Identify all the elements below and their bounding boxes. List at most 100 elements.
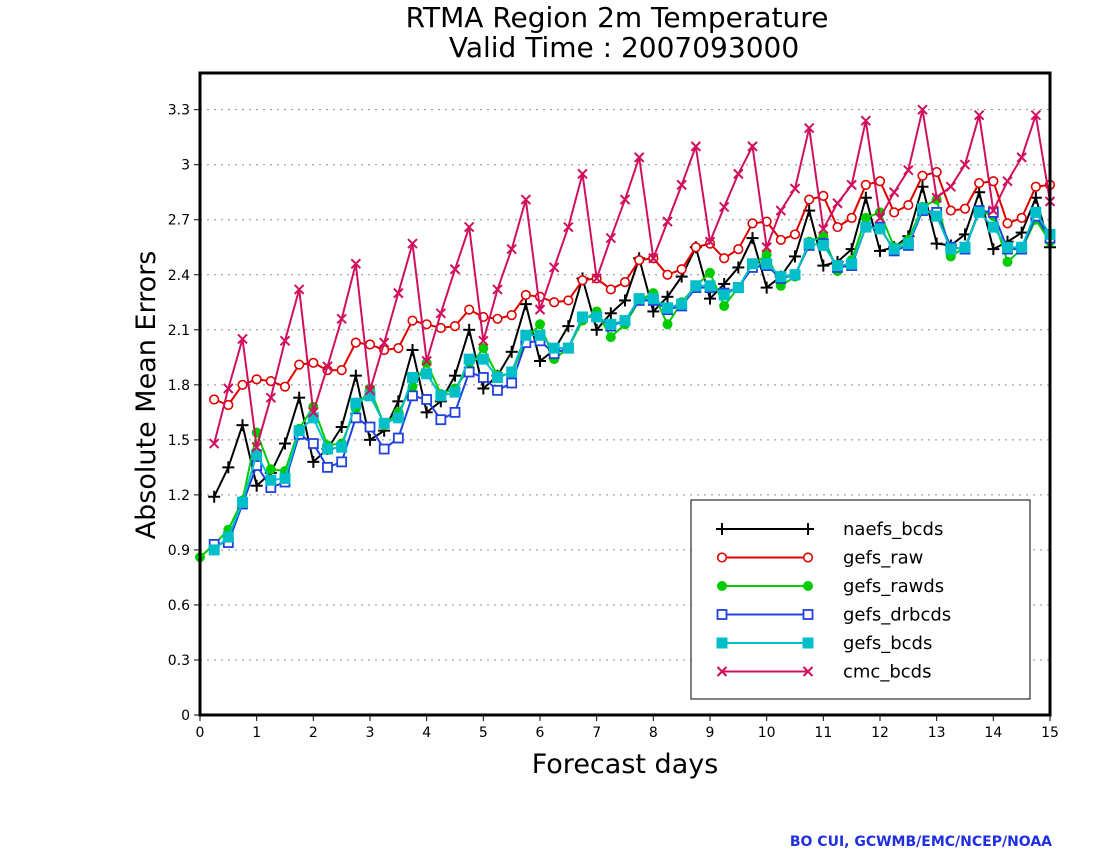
data-point-naefs-bcds [930, 237, 943, 250]
data-point-gefs-bcds [902, 238, 914, 250]
data-point-cmc-bcds [846, 179, 857, 191]
data-point-gefs-bcds [477, 353, 489, 365]
data-point-cmc-bcds [832, 198, 843, 209]
data-point-gefs-bcds [364, 390, 376, 402]
data-point-cmc-bcds [1016, 152, 1027, 163]
data-point-gefs-bcds [662, 302, 673, 314]
data-point-naefs-bcds [406, 343, 419, 356]
legend-marker [716, 552, 728, 563]
data-point-gefs-bcds [237, 496, 248, 508]
data-point-gefs-raw [294, 359, 305, 370]
data-point-gefs-drbcds [364, 421, 376, 433]
data-point-cmc-bcds [534, 304, 546, 315]
data-point-gefs-bcds [761, 258, 773, 270]
data-point-gefs-bcds [293, 425, 305, 437]
data-point-gefs-bcds [917, 203, 928, 215]
data-point-naefs-bcds [534, 354, 546, 367]
data-point-gefs-raw [464, 304, 475, 315]
data-point-gefs-raw [1030, 181, 1041, 192]
data-point-gefs-rawds [1002, 256, 1013, 267]
data-point-gefs-bcds [987, 221, 999, 233]
data-point-gefs-raw [619, 277, 631, 288]
data-point-gefs-bcds [676, 298, 688, 310]
x-tick-label: 15 [1041, 725, 1059, 741]
data-point-gefs-bcds [506, 366, 518, 378]
data-point-cmc-bcds [945, 181, 957, 192]
data-point-naefs-bcds [987, 243, 1000, 256]
data-point-gefs-raw [974, 177, 985, 189]
data-point-gefs-raw [634, 254, 645, 266]
data-point-gefs-raw [563, 295, 574, 306]
series-cmc-bcds [208, 104, 1056, 453]
legend-marker [802, 666, 814, 677]
series-line-cmc-bcds [213, 109, 1051, 448]
legend-marker [716, 523, 728, 535]
data-point-gefs-raw [421, 319, 432, 330]
data-point-cmc-bcds [223, 383, 234, 394]
legend-marker [802, 637, 814, 649]
data-point-naefs-bcds [590, 323, 603, 336]
x-tick-label: 0 [196, 725, 205, 741]
data-point-gefs-raw [251, 374, 262, 385]
data-point-cmc-bcds [605, 232, 617, 244]
x-tick-label: 1 [252, 725, 261, 741]
data-point-cmc-bcds [789, 183, 801, 194]
y-tick-label: 0.9 [168, 543, 190, 559]
data-point-gefs-raw [775, 234, 786, 246]
data-point-gefs-bcds [959, 241, 971, 253]
data-point-gefs-bcds [463, 353, 475, 365]
data-point-gefs-raw [492, 313, 503, 324]
data-point-gefs-bcds [803, 238, 815, 250]
data-point-naefs-bcds [307, 455, 320, 468]
legend-label: gefs_drbcds [843, 605, 951, 626]
data-point-gefs-bcds [846, 258, 858, 270]
data-point-gefs-bcds [591, 311, 603, 323]
data-point-gefs-bcds [647, 293, 659, 305]
data-point-gefs-raw [605, 284, 616, 295]
x-tick-label: 14 [984, 725, 1002, 741]
data-point-gefs-bcds [548, 342, 560, 354]
data-point-gefs-bcds [605, 318, 617, 330]
legend-box [690, 499, 1031, 700]
data-point-cmc-bcds [421, 355, 432, 367]
data-point-cmc-bcds [633, 152, 645, 163]
data-point-cmc-bcds [988, 205, 999, 216]
data-point-gefs-raw [1002, 218, 1013, 229]
data-point-gefs-drbcds [407, 390, 418, 402]
data-point-gefs-bcds [435, 390, 447, 402]
legend-marker [803, 581, 813, 591]
data-point-gefs-drbcds [421, 394, 433, 405]
data-point-naefs-bcds [349, 369, 362, 382]
data-point-gefs-bcds [208, 544, 220, 556]
data-point-cmc-bcds [718, 201, 730, 213]
data-point-naefs-bcds [505, 345, 518, 358]
data-point-gefs-bcds [520, 329, 532, 341]
data-point-gefs-raw [804, 194, 815, 205]
data-point-gefs-bcds [265, 474, 277, 486]
data-point-naefs-bcds [293, 391, 306, 404]
x-tick-label: 6 [536, 725, 545, 741]
legend-marker [716, 609, 728, 620]
data-point-naefs-bcds [250, 479, 263, 492]
data-point-cmc-bcds [860, 115, 872, 126]
data-point-gefs-bcds [874, 223, 886, 235]
y-axis: 0 0.3 0.6 0.9 1.2 1.5 1.8 2.1 2.4 2.7 3 3.3 [168, 103, 200, 724]
data-point-cmc-bcds [591, 273, 602, 284]
data-point-gefs-raw [364, 339, 376, 350]
y-tick-label: 2.1 [168, 323, 190, 339]
chart-subtitle: Valid Time : 2007093000 [449, 31, 799, 64]
data-point-gefs-raw [549, 297, 560, 308]
data-point-naefs-bcds [463, 323, 476, 336]
y-tick-label: 0 [181, 708, 190, 724]
data-point-gefs-bcds [832, 260, 843, 272]
data-point-gefs-drbcds [506, 377, 518, 389]
data-point-gefs-bcds [732, 282, 744, 294]
data-point-naefs-bcds [449, 369, 461, 382]
data-point-gefs-rawds [662, 319, 673, 330]
data-point-cmc-bcds [237, 333, 248, 345]
data-point-naefs-bcds [647, 305, 660, 318]
series-line-gefs-bcds [213, 207, 1051, 551]
data-point-cmc-bcds [563, 221, 574, 233]
data-point-gefs-drbcds [378, 443, 390, 455]
